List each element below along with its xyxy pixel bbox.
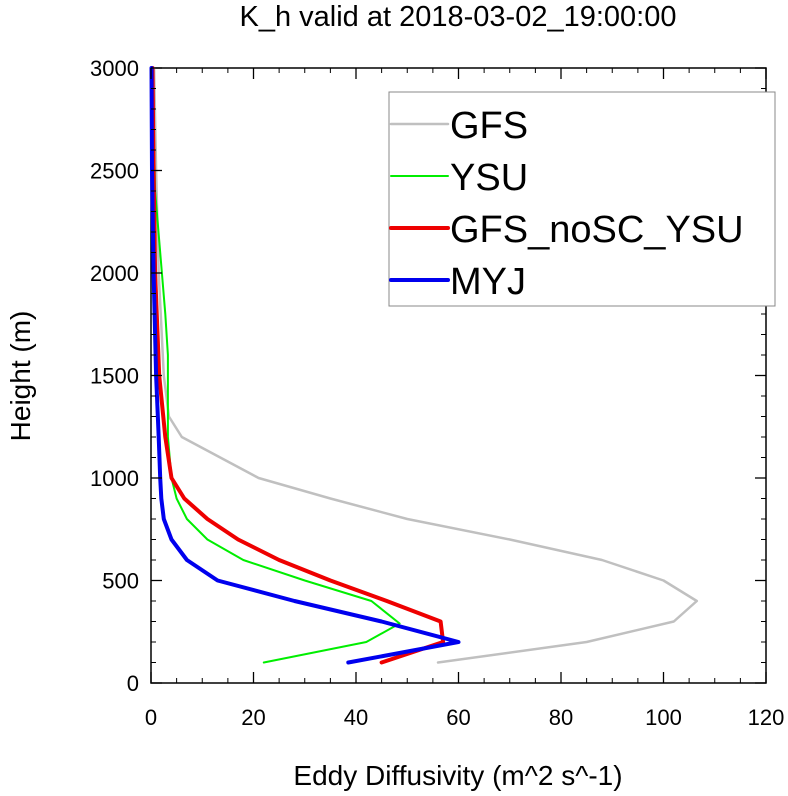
legend-label-ysu: YSU [450, 157, 528, 199]
y-tick-label: 0 [127, 671, 139, 696]
series-line-gfs [152, 66, 699, 664]
y-tick-label: 1500 [90, 364, 139, 389]
series-layer [149, 66, 699, 665]
x-tick-label: 60 [446, 705, 470, 730]
series-line-gfs-nosc-ysu [150, 66, 446, 665]
legend-label-myj: MYJ [450, 261, 526, 303]
y-tick-label: 3000 [90, 56, 139, 81]
x-tick-label: 100 [645, 705, 682, 730]
y-tick-label: 1000 [90, 466, 139, 491]
series-line-myj [149, 66, 461, 665]
legend-label-gfs: GFS [450, 105, 528, 147]
x-tick-label: 20 [241, 705, 265, 730]
ticks-layer: 0 20 40 60 80 100 120 0 500 1000 1500 2000 2500 3000 [90, 56, 784, 730]
y-tick-label: 2000 [90, 261, 139, 286]
x-axis-label: Eddy Diffusivity (m^2 s^-1) [293, 760, 622, 791]
legend: GFS YSU GFS_noSC_YSU MYJ [388, 91, 776, 307]
y-tick-label: 2500 [90, 159, 139, 184]
x-tick-label: 120 [748, 705, 785, 730]
chart-title: K_h valid at 2018-03-02_19:00:00 [240, 1, 677, 33]
legend-label-gfs-nosc-ysu: GFS_noSC_YSU [450, 209, 744, 251]
y-axis-label: Height (m) [5, 311, 36, 442]
series-line-ysu [151, 67, 401, 664]
y-tick-label: 500 [102, 569, 139, 594]
x-tick-label: 80 [549, 705, 573, 730]
legend-box [388, 91, 776, 307]
x-tick-label: 40 [344, 705, 368, 730]
x-tick-label: 0 [145, 705, 157, 730]
